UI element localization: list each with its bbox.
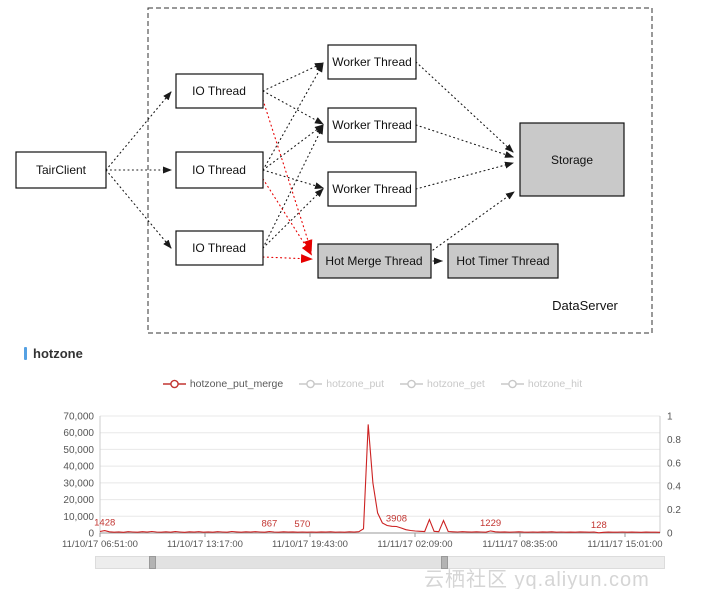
svg-text:Hot Timer Thread: Hot Timer Thread: [456, 254, 549, 268]
legend-line-marker-icon: [299, 379, 323, 389]
data-label-1229: 1229: [480, 518, 501, 529]
svg-text:IO Thread: IO Thread: [192, 163, 246, 177]
series-line-hotzone_put_merge: [99, 424, 661, 534]
legend-item-hotzone_put_merge[interactable]: hotzone_put_merge: [162, 378, 284, 390]
svg-text:11/10/17 13:17:00: 11/10/17 13:17:00: [167, 539, 243, 550]
x-axis-labels: 11/10/17 06:51:00 11/10/17 13:17:00 11/10/…: [62, 539, 663, 550]
legend-line-marker-icon: [162, 379, 186, 389]
svg-text:40,000: 40,000: [63, 462, 94, 473]
legend-item-hotzone_hit[interactable]: hotzone_hit: [500, 378, 583, 390]
datazoom-handle-left[interactable]: [149, 556, 156, 569]
svg-text:0.6: 0.6: [667, 458, 681, 469]
svg-text:70,000: 70,000: [63, 412, 94, 423]
series-lines: [99, 424, 661, 534]
svg-text:11/11/17 08:35:00: 11/11/17 08:35:00: [482, 539, 557, 550]
svg-text:IO Thread: IO Thread: [192, 84, 246, 98]
svg-text:Storage: Storage: [551, 153, 593, 167]
data-label-3908: 3908: [386, 513, 407, 524]
legend-label: hotzone_hit: [527, 378, 583, 390]
svg-text:11/11/17 02:09:00: 11/11/17 02:09:00: [377, 539, 452, 550]
svg-text:11/10/17 06:51:00: 11/10/17 06:51:00: [62, 539, 138, 550]
y-axis-left-labels: 70,000 60,000 50,000 40,000 30,000 20,000 10,0…: [63, 412, 94, 540]
node-worker-thread-1: Worker Thread: [327, 44, 417, 80]
node-worker-thread-2: Worker Thread: [327, 107, 417, 143]
svg-text:1: 1: [667, 412, 673, 423]
data-label-128: 128: [591, 520, 607, 531]
chart-legend: hotzone_put_merge hotzone_put hotzone_get h…: [0, 378, 703, 390]
svg-text:Worker Thread: Worker Thread: [332, 182, 412, 196]
section-header: hotzone: [24, 346, 83, 361]
svg-text:TairClient: TairClient: [36, 163, 87, 177]
hot-path-connectors: [262, 99, 313, 264]
svg-text:10,000: 10,000: [63, 512, 94, 523]
data-label-867: 867: [261, 519, 277, 530]
svg-text:0.4: 0.4: [667, 482, 681, 493]
node-tair-client: TairClient: [15, 151, 107, 189]
legend-label: hotzone_put_merge: [189, 378, 284, 390]
svg-text:60,000: 60,000: [63, 428, 94, 439]
legend-item-hotzone_put[interactable]: hotzone_put: [299, 378, 384, 390]
watermark: 云栖社区 yq.aliyun.com: [424, 569, 650, 589]
svg-text:0: 0: [667, 529, 673, 540]
svg-text:30,000: 30,000: [63, 478, 94, 489]
legend-line-marker-icon: [500, 379, 524, 389]
svg-text:11/11/17 15:01:00: 11/11/17 15:01:00: [587, 539, 662, 550]
section-accent-bar: [24, 347, 27, 360]
svg-text:Worker Thread: Worker Thread: [332, 55, 412, 69]
svg-text:0.2: 0.2: [667, 505, 681, 516]
diagram-connectors: [105, 61, 515, 265]
svg-text:11/10/17 19:43:00: 11/10/17 19:43:00: [272, 539, 348, 550]
svg-text:0: 0: [88, 529, 94, 540]
svg-text:Worker Thread: Worker Thread: [332, 118, 412, 132]
legend-line-marker-icon: [400, 379, 424, 389]
datazoom-handle-right[interactable]: [441, 556, 448, 569]
y-axis-right-labels: 1 0.8 0.6 0.4 0.2 0: [667, 412, 681, 540]
legend-label: hotzone_get: [427, 378, 485, 390]
svg-text:0.8: 0.8: [667, 435, 681, 446]
node-hot-timer-thread: Hot Timer Thread: [447, 243, 559, 279]
svg-text:50,000: 50,000: [63, 445, 94, 456]
data-labels: 1428 867 570 3908 1229 128: [94, 513, 607, 530]
chart-axes: [99, 416, 661, 537]
node-io-thread-3: IO Thread: [175, 230, 264, 266]
svg-text:Hot Merge Thread: Hot Merge Thread: [325, 254, 422, 268]
node-io-thread-1: IO Thread: [175, 73, 264, 109]
svg-text:IO Thread: IO Thread: [192, 241, 246, 255]
section-title: hotzone: [33, 346, 83, 361]
node-storage: Storage: [519, 122, 625, 197]
dataserver-container-border: [147, 7, 653, 334]
node-io-thread-2: IO Thread: [175, 151, 264, 189]
legend-label: hotzone_put: [326, 378, 385, 390]
dataserver-label: DataServer: [552, 298, 618, 313]
node-hot-merge-thread: Hot Merge Thread: [317, 243, 432, 279]
datazoom-selected-range[interactable]: [153, 557, 441, 568]
dataserver-architecture-diagram: TairClient IO Thread IO Thread IO Thread…: [15, 7, 653, 334]
node-worker-thread-3: Worker Thread: [327, 171, 417, 207]
legend-item-hotzone_get[interactable]: hotzone_get: [400, 378, 485, 390]
data-label-570: 570: [294, 519, 310, 530]
chart-datazoom-slider[interactable]: [95, 556, 665, 569]
data-label-1428: 1428: [94, 518, 115, 529]
hotzone-chart: 70,000 60,000 50,000 40,000 30,000 20,000 10,0…: [62, 412, 681, 551]
svg-text:20,000: 20,000: [63, 495, 94, 506]
chart-gridlines: [100, 415, 660, 517]
